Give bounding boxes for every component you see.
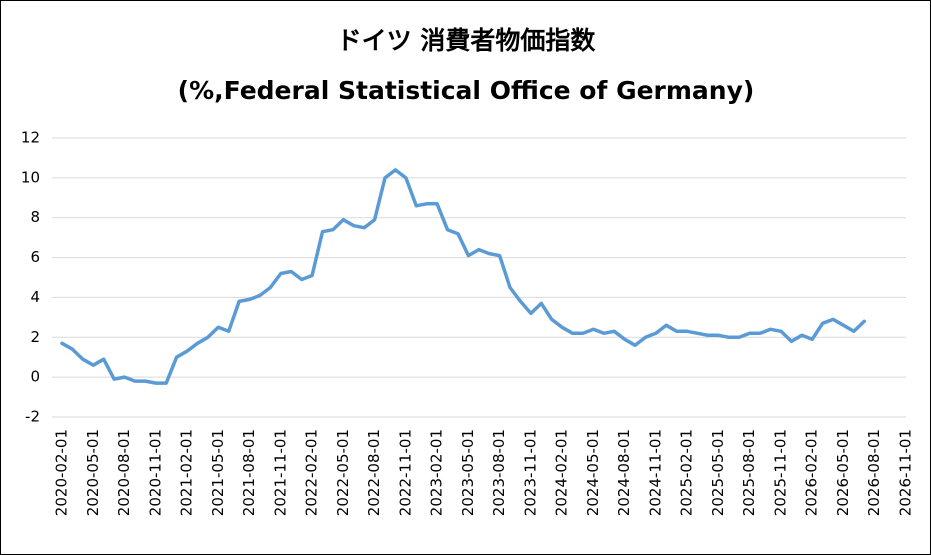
- y-tick-label: 2: [30, 328, 40, 346]
- x-tick-label: 2026-11-01: [897, 429, 915, 516]
- x-tick-label: 2020-08-01: [115, 429, 133, 516]
- y-tick-label: 0: [30, 368, 40, 386]
- x-tick-label: 2023-11-01: [521, 429, 539, 516]
- x-tick-label: 2026-05-01: [834, 429, 852, 516]
- y-tick-label: 6: [30, 248, 40, 266]
- x-tick-label: 2022-02-01: [303, 429, 321, 516]
- y-tick-label: -2: [25, 408, 40, 426]
- x-tick-label: 2025-08-01: [740, 429, 758, 516]
- x-tick-label: 2022-11-01: [396, 429, 414, 516]
- y-tick-label: 8: [30, 208, 40, 226]
- x-tick-label: 2024-02-01: [553, 429, 571, 516]
- x-tick-label: 2025-11-01: [771, 429, 789, 516]
- x-tick-label: 2024-08-01: [615, 429, 633, 516]
- x-tick-label: 2021-11-01: [271, 429, 289, 516]
- data-line: [60, 168, 867, 385]
- x-tick-label: 2022-08-01: [365, 429, 383, 516]
- x-tick-label: 2020-05-01: [84, 429, 102, 516]
- x-tick-label: 2022-05-01: [334, 429, 352, 516]
- x-tick-label: 2025-02-01: [678, 429, 696, 516]
- x-tick-label: 2025-05-01: [709, 429, 727, 516]
- x-tick-label: 2026-08-01: [865, 429, 883, 516]
- x-tick-label: 2023-08-01: [490, 429, 508, 516]
- y-tick-label: 4: [30, 288, 40, 306]
- chart-title: ドイツ 消費者物価指数: [337, 26, 597, 55]
- x-tick-label: 2024-05-01: [584, 429, 602, 516]
- x-tick-label: 2020-02-01: [53, 429, 71, 516]
- x-tick-label: 2023-02-01: [428, 429, 446, 516]
- x-tick-label: 2026-02-01: [803, 429, 821, 516]
- chart-subtitle: (%,Federal Statistical Office of Germany…: [178, 76, 755, 105]
- x-tick-label: 2021-05-01: [209, 429, 227, 516]
- x-tick-label: 2023-05-01: [459, 429, 477, 516]
- x-tick-label: 2024-11-01: [646, 429, 664, 516]
- y-tick-label: 10: [21, 168, 40, 186]
- x-tick-label: 2020-11-01: [146, 429, 164, 516]
- x-tick-label: 2021-02-01: [178, 429, 196, 516]
- x-tick-label: 2021-08-01: [240, 429, 258, 516]
- y-tick-label: 12: [21, 129, 40, 147]
